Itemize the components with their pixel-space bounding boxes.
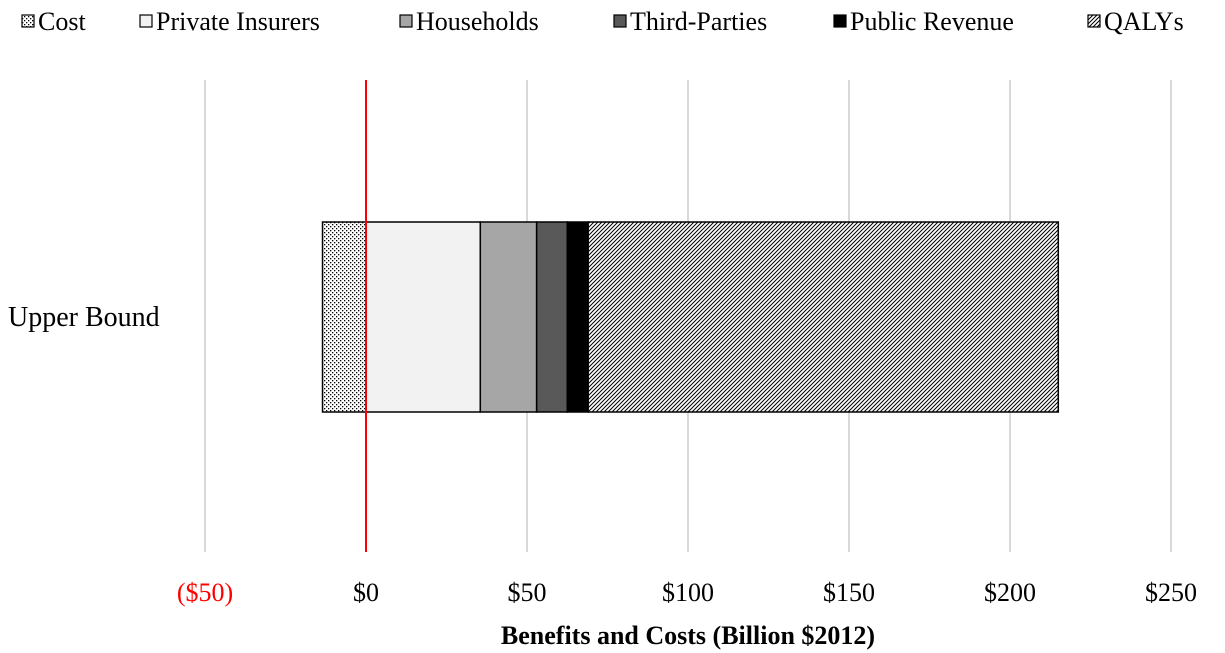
x-tick-label: $250 bbox=[1145, 578, 1197, 607]
legend-item-qalys: QALYs bbox=[1087, 7, 1184, 36]
legend: Cost Private Insurers Households Third-Part… bbox=[21, 7, 1184, 36]
bar-public-revenue bbox=[566, 221, 589, 413]
legend-swatch bbox=[21, 14, 35, 28]
legend-swatch bbox=[1087, 14, 1101, 28]
bar-qalys bbox=[587, 221, 1060, 413]
legend-item-public-revenue: Public Revenue bbox=[833, 7, 1014, 36]
x-tick-label: $50 bbox=[508, 578, 547, 607]
x-tick-label: $0 bbox=[353, 578, 379, 607]
legend-item-third-parties: Third-Parties bbox=[613, 7, 767, 36]
x-tick-label: $150 bbox=[823, 578, 875, 607]
legend-item-private-insurers: Private Insurers bbox=[139, 7, 320, 36]
legend-swatch bbox=[833, 14, 847, 28]
legend-swatch bbox=[399, 14, 413, 28]
x-tick-label: $100 bbox=[662, 578, 714, 607]
legend-swatch bbox=[139, 14, 153, 28]
x-axis-ticks: ($50) $0 $50 $100 $150 $200 $250 bbox=[177, 578, 1197, 607]
legend-item-households: Households bbox=[399, 7, 539, 36]
legend-label: Private Insurers bbox=[156, 7, 320, 36]
legend-item-cost: Cost bbox=[21, 7, 86, 36]
legend-label: Third-Parties bbox=[630, 7, 767, 36]
legend-label: Public Revenue bbox=[850, 7, 1014, 36]
bar-households bbox=[479, 221, 538, 413]
legend-label: QALYs bbox=[1104, 7, 1184, 36]
category-label: Upper Bound bbox=[8, 302, 160, 333]
bar-stack bbox=[321, 221, 1060, 413]
bar-private-insurers bbox=[365, 221, 482, 413]
legend-label: Households bbox=[416, 7, 539, 36]
category-axis: Upper Bound bbox=[8, 302, 160, 333]
bar-cost bbox=[321, 221, 367, 413]
legend-swatch bbox=[613, 14, 627, 28]
x-tick-label: $200 bbox=[984, 578, 1036, 607]
x-tick-label: ($50) bbox=[177, 578, 233, 607]
bar-third-parties bbox=[535, 221, 568, 413]
x-axis-title: Benefits and Costs (Billion $2012) bbox=[501, 621, 875, 650]
legend-label: Cost bbox=[38, 7, 86, 36]
